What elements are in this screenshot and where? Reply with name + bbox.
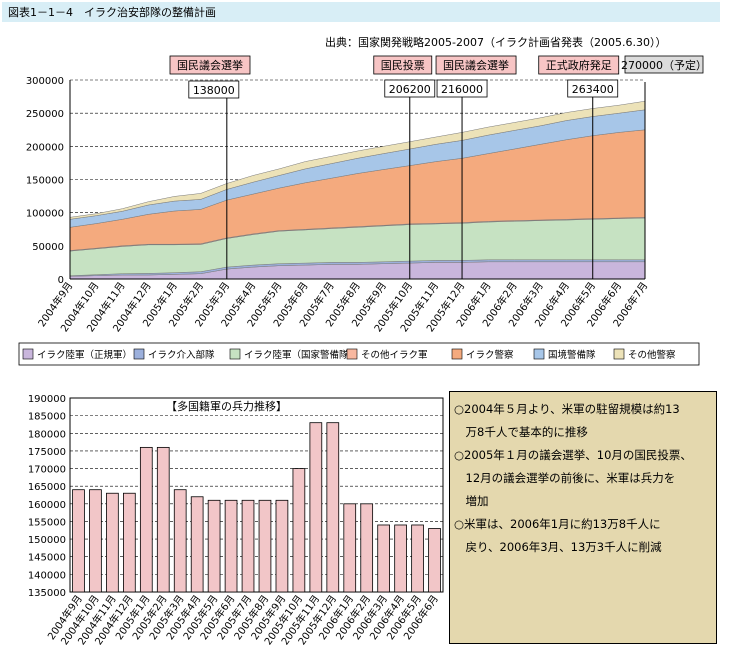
- event-value-label: 270000（予定）: [621, 58, 707, 72]
- bar: [72, 489, 85, 593]
- legend-swatch: [133, 348, 145, 360]
- event-value-box: [188, 80, 240, 99]
- legend-label: イラク陸軍（正規軍）: [37, 349, 132, 361]
- event-value-box: [384, 79, 436, 98]
- legend-swatch: [229, 348, 241, 360]
- event-value-box: [567, 79, 619, 98]
- bar: [258, 499, 272, 593]
- bar: [89, 489, 102, 593]
- bar: [343, 503, 357, 593]
- bar: [275, 499, 289, 593]
- event-label: 国民議会選挙: [177, 58, 243, 72]
- legend-label: 国境警備隊: [548, 349, 596, 361]
- y-tick-label: 300000: [26, 76, 64, 87]
- bar: [360, 503, 374, 593]
- header-bar: [2, 2, 720, 22]
- event-label-box: [538, 55, 620, 75]
- y-tick-label: 150000: [28, 535, 66, 546]
- y-tick-label: 250000: [26, 109, 64, 120]
- legend-swatch: [613, 348, 625, 360]
- y-tick-label: 0: [58, 275, 64, 286]
- event-value-label: 138000: [193, 84, 235, 97]
- area-chart: 0500001000001500002000002500003000002004…: [18, 55, 707, 366]
- note-line: ○2004年５月より、米軍の駐留規模は約13: [454, 402, 680, 416]
- y-tick-label: 100000: [26, 209, 64, 220]
- bar: [428, 528, 441, 593]
- event-label-box: [169, 55, 251, 75]
- y-tick-label: 190000: [28, 394, 66, 405]
- bar-chart: 135000 140000 145000 150000 155000 160000 1650…: [28, 394, 444, 647]
- y-tick-label: 170000: [28, 465, 66, 476]
- legend-swatch: [22, 348, 34, 360]
- bar: [156, 446, 170, 593]
- bar: [377, 524, 390, 593]
- note-line: 増加: [454, 494, 489, 508]
- event-label: 正式政府発足: [546, 58, 612, 72]
- y-tick-label: 180000: [28, 429, 66, 440]
- bar: [139, 446, 153, 593]
- event-label: 国民議会選挙: [443, 58, 509, 72]
- legend-swatch: [533, 348, 545, 360]
- note-line: ○米軍は、2006年1月に約13万8千人に: [454, 517, 661, 531]
- y-tick-label: 185000: [28, 412, 66, 423]
- bar: [411, 524, 424, 593]
- event-label-box: [373, 55, 433, 75]
- y-tick-label: 135000: [28, 588, 66, 599]
- legend-swatch: [346, 348, 358, 360]
- event-value-label: 263400: [572, 83, 614, 96]
- legend-label: その他イラク軍: [361, 349, 428, 361]
- y-tick-label: 160000: [28, 500, 66, 511]
- notes-box: ○2004年５月より、米軍の駐留規模は約13 万8千人で基本的に推移 ○2005…: [449, 391, 717, 644]
- legend-label: イラク警察: [466, 349, 514, 361]
- bar: [173, 489, 187, 593]
- bar: [326, 422, 340, 593]
- bar: [190, 496, 204, 593]
- y-tick-label: 155000: [28, 517, 66, 528]
- bar: [106, 492, 119, 593]
- source-note: 出典：国家関発戦略2005-2007（イラク計画省発表（2005.6.30））: [325, 36, 667, 49]
- bar: [309, 422, 323, 593]
- legend-label: イラク陸軍（国家警備隊）: [244, 349, 358, 361]
- y-tick-label: 150000: [26, 176, 64, 187]
- legend-label: イラク介入部隊: [148, 349, 215, 361]
- event-value-box: [624, 55, 704, 74]
- bar: [224, 499, 238, 593]
- note-line: ○2005年１月の議会選挙、10月の国民投票、: [454, 448, 692, 462]
- bar: [123, 492, 136, 593]
- event-value-label: 206200: [389, 83, 431, 96]
- note-line: 万8千人で基本的に推移: [454, 425, 588, 439]
- note-line: 12月の議会選挙の前後に、米軍は兵力を: [454, 471, 676, 485]
- y-tick-label: 165000: [28, 482, 66, 493]
- bar: [394, 524, 407, 593]
- event-label: 国民投票: [381, 58, 425, 72]
- bar: [292, 468, 306, 593]
- event-value-label: 216000: [441, 83, 483, 96]
- note-line: 戻り、2006年3月、13万3千人に削減: [454, 540, 662, 554]
- y-tick-label: 140000: [28, 570, 66, 581]
- figure-title: 図表1－1－4 イラク治安部隊の整備計画: [8, 6, 216, 19]
- y-tick-label: 145000: [28, 553, 66, 564]
- legend-swatch: [451, 348, 463, 360]
- chart-title: 【多国籍軍の兵力推移】: [166, 399, 287, 413]
- y-tick-label: 200000: [26, 142, 64, 153]
- event-value-box: [436, 79, 488, 98]
- bar: [241, 499, 255, 593]
- bar: [207, 499, 221, 593]
- event-label-box: [435, 55, 517, 75]
- legend-frame: [18, 342, 700, 366]
- y-tick-label: 50000: [32, 242, 64, 253]
- legend-label: その他警察: [628, 349, 676, 361]
- y-tick-label: 175000: [28, 447, 66, 458]
